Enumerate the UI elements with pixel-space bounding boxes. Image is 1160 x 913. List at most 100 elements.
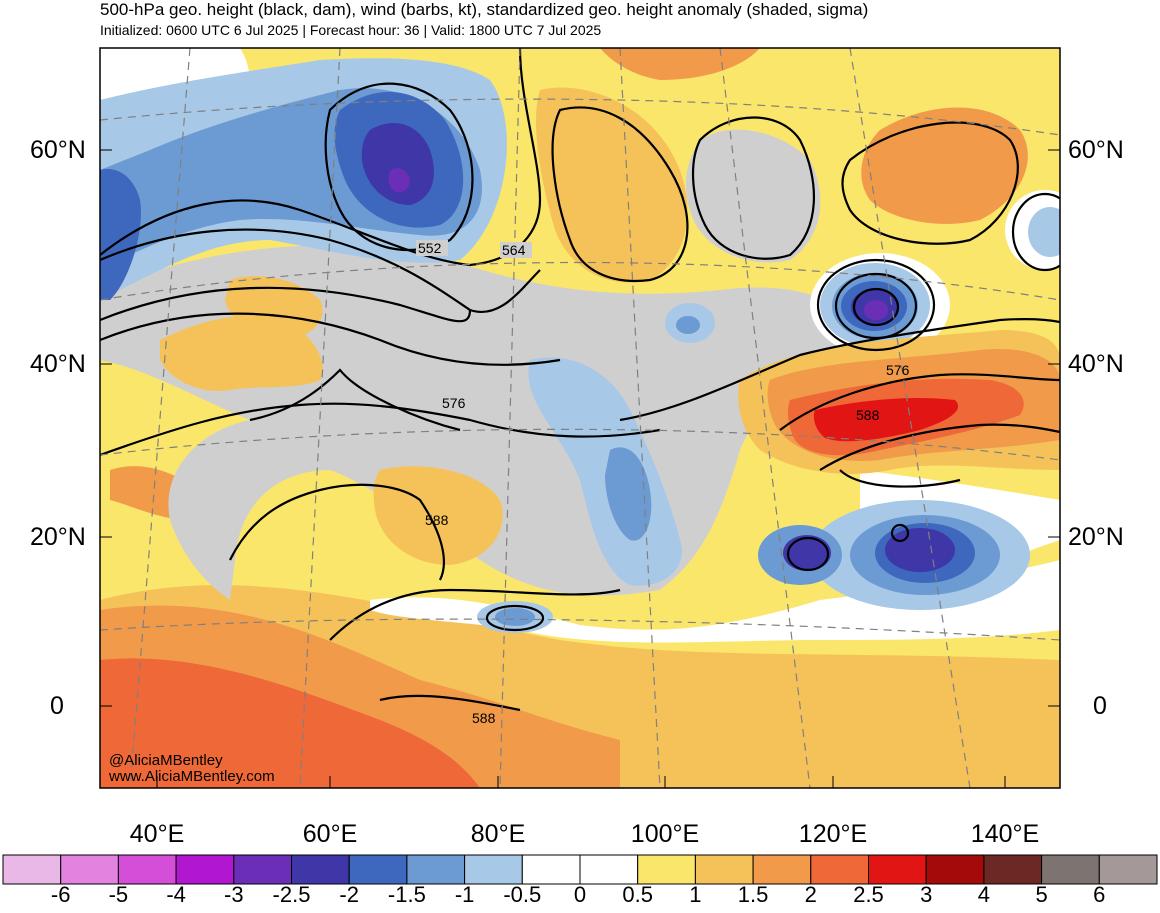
graticule-line: [499, 48, 521, 788]
graticule-line: [619, 48, 661, 788]
colorbar-tick-label: 2.5: [853, 882, 884, 907]
colorbar-tick-label: -1.5: [387, 882, 426, 907]
lon-label-140e: 140°E: [970, 820, 1040, 848]
height-contour-line: [100, 48, 542, 267]
anomaly-positive-region: [535, 87, 688, 283]
anomaly-positive-region: [225, 276, 323, 340]
colorbar-tick-label: -3: [224, 882, 244, 907]
anomaly-negative-region: [864, 300, 888, 320]
chart-title: 500-hPa geo. height (black, dam), wind (…: [100, 0, 869, 19]
height-contour-line: [379, 694, 521, 712]
credit-website: www.AliciaMBentley.com: [109, 768, 275, 785]
colorbar-swatch: [694, 854, 754, 885]
height-contour-line: [839, 469, 961, 488]
colorbar-swatch: [2, 854, 62, 885]
colorbar-swatch: [925, 854, 985, 885]
contour-label: 564: [502, 242, 526, 258]
height-contour-line: [1011, 192, 1060, 272]
height-contour-line: [100, 312, 561, 366]
anomaly-negative-region: [495, 608, 535, 626]
height-contour-line: [249, 368, 461, 432]
contour-label: 588: [425, 512, 449, 528]
colorbar-tick-label: 5: [1035, 882, 1048, 907]
map-frame: [99, 47, 1061, 789]
contour-label: 588: [856, 407, 880, 423]
colorbar-tick-label: -4: [166, 882, 186, 907]
colorbar-tick-label: 0: [573, 882, 587, 907]
lat-label-40n-right: 40°N: [1068, 350, 1124, 378]
colorbar-swatch: [810, 854, 869, 885]
lat-label-0: 0: [50, 692, 64, 720]
graticule-line: [129, 48, 191, 788]
graticule-line: [299, 48, 341, 788]
colorbar-swatch: [752, 854, 812, 885]
colorbar-tick-label: 3: [920, 882, 933, 907]
colorbar-tick-label: 6: [1093, 882, 1106, 907]
colorbar-swatch: [579, 854, 639, 885]
height-contour-line: [852, 287, 900, 327]
height-contour-line: [329, 588, 621, 641]
colorbar-tick-label: -2.5: [272, 882, 311, 907]
colorbar-swatch: [348, 854, 408, 885]
height-contour-line: [692, 116, 815, 260]
lon-label-100e: 100°E: [630, 820, 700, 848]
height-contour-line: [841, 121, 1019, 245]
colorbar-swatch: [983, 854, 1043, 885]
colorbar-swatch: [868, 854, 927, 885]
lat-label-0-right: 0: [1093, 692, 1107, 720]
anomaly-negative-region: [885, 528, 955, 572]
colorbar: [2, 854, 1158, 885]
height-contour-line: [229, 483, 445, 581]
colorbar-swatch: [637, 854, 696, 885]
colorbar-swatch: [1041, 854, 1100, 885]
colorbar-swatch: [1098, 854, 1158, 885]
colorbar-swatch: [175, 854, 235, 885]
axis-ticks: [100, 149, 1060, 788]
colorbar-tick-label: -2: [339, 882, 359, 907]
anomaly-negative-region: [1028, 207, 1060, 257]
colorbar-swatch: [117, 854, 177, 885]
graticule-line: [719, 48, 811, 788]
contour-label: 576: [886, 362, 910, 378]
height-contour-line: [100, 228, 541, 313]
lon-label-40e: 40°E: [129, 820, 185, 848]
height-contour-line: [100, 402, 661, 457]
lon-label-120e: 120°E: [798, 820, 868, 848]
anomaly-positive-region: [861, 107, 1028, 224]
colorbar-swatch: [464, 854, 523, 885]
chart-subtitle: Initialized: 0600 UTC 6 Jul 2025 | Forec…: [100, 22, 602, 38]
anomaly-negative-region: [783, 535, 831, 571]
lat-label-60n-right: 60°N: [1068, 136, 1124, 164]
graticule: [100, 48, 1060, 788]
colorbar-tick-label: 4: [977, 882, 991, 907]
colorbar-tick-label: 1: [689, 882, 702, 907]
graticule-line: [100, 98, 1060, 136]
contour-label: 588: [472, 710, 496, 726]
height-contour-line: [786, 536, 830, 572]
colorbar-tick-label: -1: [454, 882, 475, 907]
contour-label-group: 552 564 576 576 588 588 588: [416, 240, 910, 726]
colorbar-tick-label: -0.5: [503, 882, 542, 907]
anomaly-positive-region: [373, 466, 503, 565]
height-contour-line: [324, 82, 474, 252]
colorbar-swatch: [406, 854, 466, 885]
colorbar-swatch: [60, 854, 119, 885]
height-contour-line: [819, 423, 1060, 471]
lon-label-60e: 60°E: [302, 820, 358, 848]
credit-handle: @AliciaMBentley: [109, 752, 223, 769]
anomaly-negative-region: [361, 122, 434, 205]
height-contour-line: [816, 258, 936, 352]
anomaly-negative-region: [676, 316, 700, 334]
height-contour-line: [890, 523, 910, 543]
contour-label: 552: [418, 240, 442, 256]
colorbar-tick-label: 2: [804, 882, 817, 907]
anomaly-positive-region: [100, 658, 480, 788]
height-contour-line: [551, 106, 689, 282]
graticule-line: [100, 428, 1060, 461]
lat-label-20n-right: 20°N: [1068, 523, 1124, 551]
map-panel: [100, 48, 1060, 788]
colorbar-swatch: [291, 854, 350, 885]
colorbar-tick-label: -6: [50, 882, 71, 907]
colorbar-tick-label: 0.5: [622, 882, 653, 907]
